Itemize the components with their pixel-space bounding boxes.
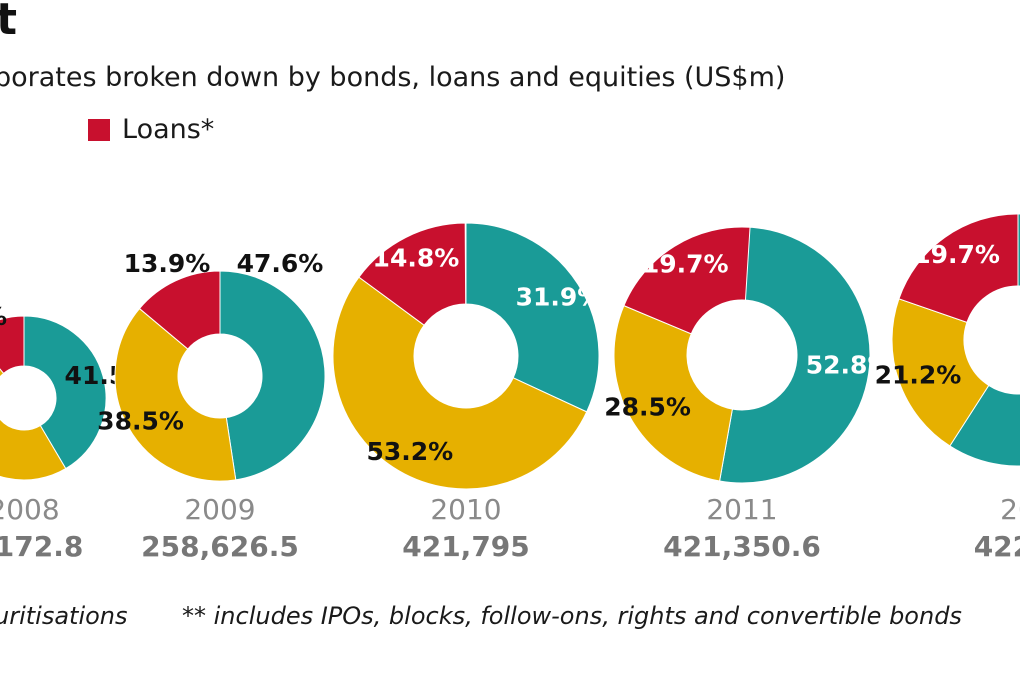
year-label: 20 [1000,493,1020,526]
donut-segment-bonds [719,226,871,484]
donut-segment-bonds [23,315,107,470]
donut-segment-loans [898,213,1019,323]
data-label-equities: 53.2% [366,437,453,466]
donut-segment-bonds [219,270,326,481]
year-label: 2008 [0,493,60,526]
data-label-bonds: 47.6% [237,249,324,278]
donut-segment-equities [332,276,588,490]
data-label-equities: 28.5% [604,393,691,422]
legend: Loans* [88,114,214,145]
data-label-loans: 13.9% [124,249,211,278]
data-label-loans: 19.7% [642,250,729,279]
total-label: 421,350.6 [663,530,821,563]
legend-swatch-loans [88,118,110,141]
year-label: 2009 [184,493,255,526]
donut-segment-loans [138,270,221,350]
total-label: 421,795 [402,530,530,563]
donut-2011: 52.8% 28.5% 19.7% 2011 421,350.6 [604,226,893,563]
data-label-equities: 21.2% [875,361,962,390]
donut-segment-equities [613,304,733,482]
donut-segment-loans [358,222,467,326]
data-label-bonds: 31.9% [516,283,603,312]
donut-segment-loans [0,315,25,375]
total-label: 422,4 [974,530,1020,563]
data-label-equities: 38.5% [97,407,184,436]
data-label-bonds: 52.8% [806,350,893,379]
donut-segment-bonds [465,222,600,413]
donut-20: 21.2% 19.7% 20 422,4 [875,213,1020,563]
data-label-loans: 14.8% [373,244,460,273]
chart-subtitle: porates broken down by bonds, loans and … [0,62,786,93]
donut-2008: 41.5%%%20082,172.8 [0,302,151,563]
chart-title: t [0,0,18,45]
footnote-equities: ** includes IPOs, blocks, follow-ons, ri… [182,602,962,630]
donut-segment-equities [891,298,990,447]
year-label: 2010 [430,493,501,526]
footnote-securitisations: uritisations [0,602,128,630]
legend-label-loans: Loans* [122,114,215,145]
year-label: 2011 [706,493,777,526]
total-label: 258,626.5 [141,530,299,563]
total-label: 2,172.8 [0,530,83,563]
donut-2010: 31.9% 53.2% 14.8% 2010 421,795 [332,222,603,563]
donut-segment-equities [0,368,67,481]
donut-segment-bonds [949,213,1020,467]
data-label-loans: 19.7% [913,240,1000,269]
data-label-loans: % [0,302,7,331]
donut-segment-equities [114,307,237,482]
donut-2009: 47.6% 38.5% 13.9% 2009 258,626.5 [97,249,326,563]
donut-segment-loans [623,226,751,335]
